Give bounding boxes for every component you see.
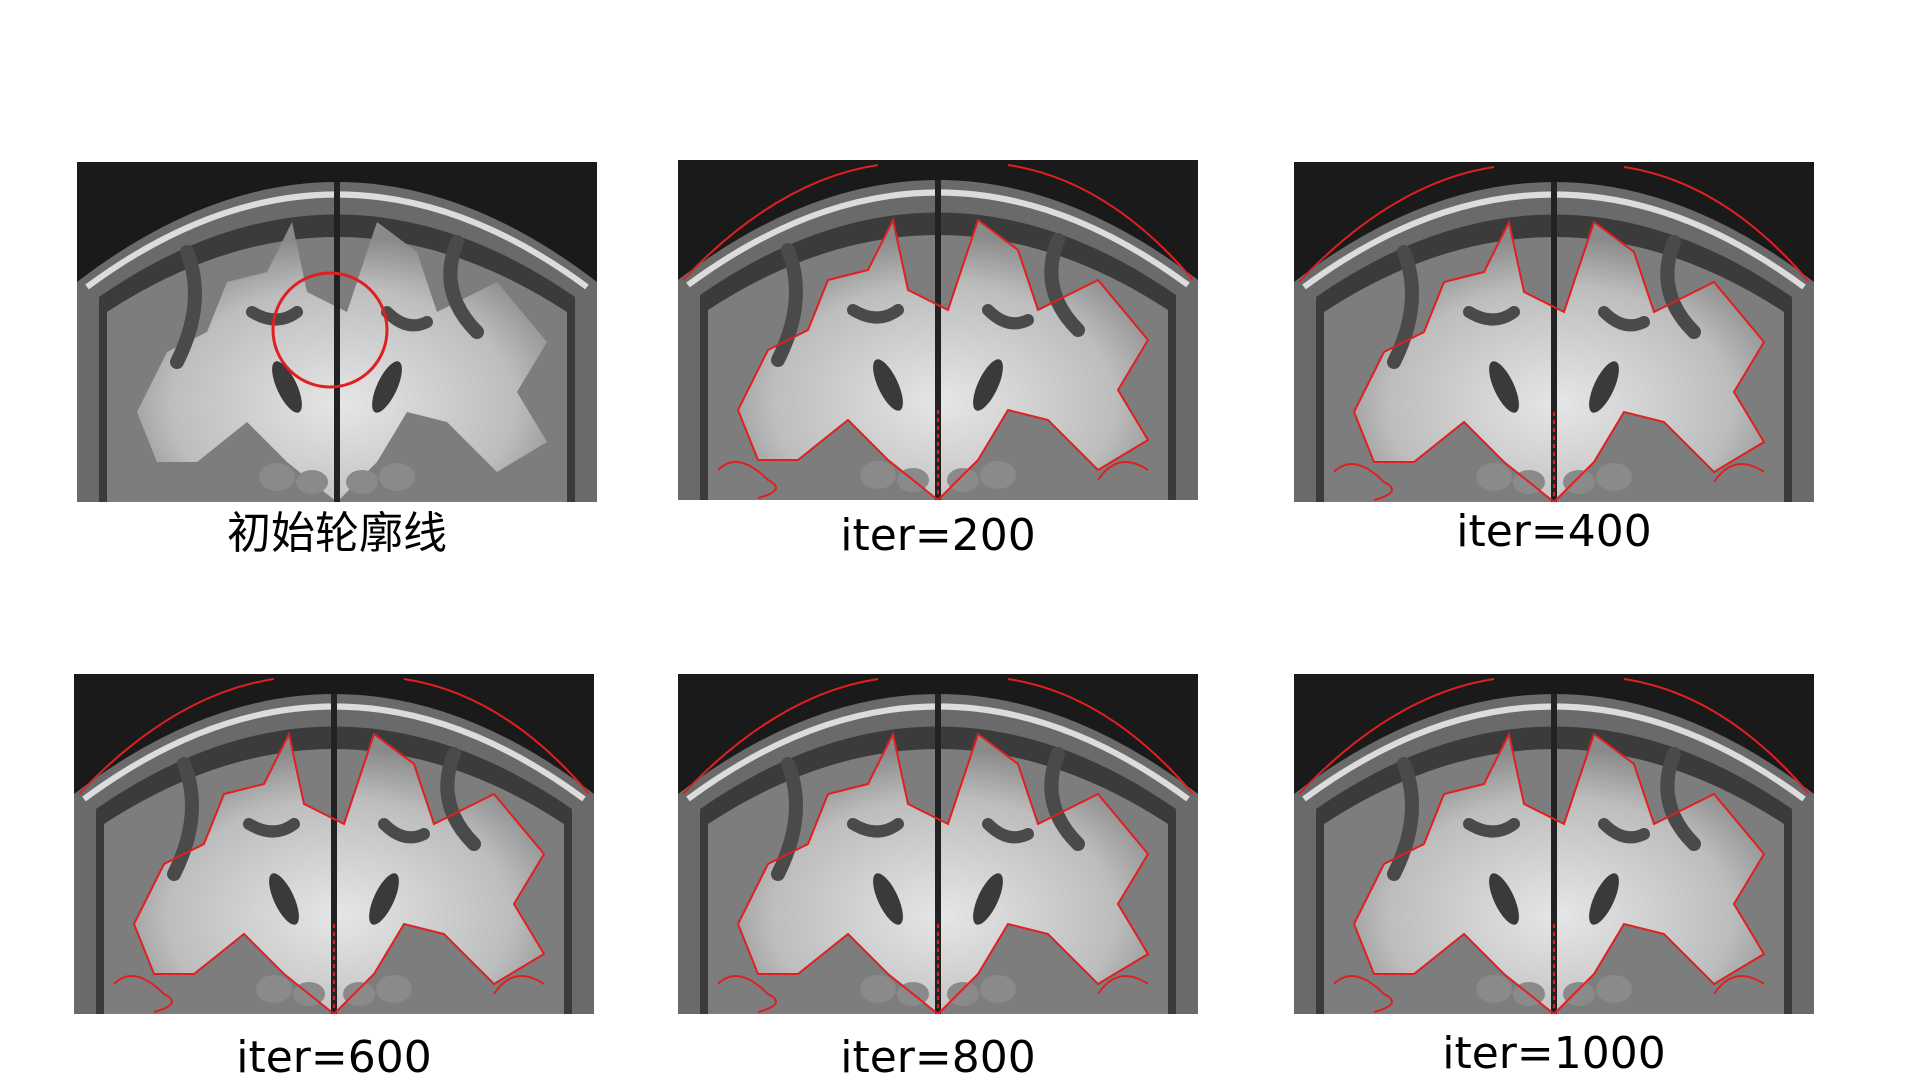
mri-image bbox=[1294, 162, 1814, 502]
mri-image bbox=[678, 160, 1198, 500]
mri-panel-iter-200 bbox=[678, 160, 1198, 500]
panel-caption: iter=600 bbox=[74, 1036, 594, 1080]
mri-image bbox=[678, 674, 1198, 1014]
panel-caption: iter=800 bbox=[678, 1036, 1198, 1080]
panel-caption: iter=400 bbox=[1294, 510, 1814, 554]
mri-image bbox=[1294, 674, 1814, 1014]
mri-image bbox=[74, 674, 594, 1014]
mri-panel-iter-600 bbox=[74, 674, 594, 1014]
mri-panel-initial bbox=[77, 162, 597, 502]
mri-panel-iter-400 bbox=[1294, 162, 1814, 502]
panel-caption: iter=200 bbox=[678, 514, 1198, 558]
mri-panel-iter-800 bbox=[678, 674, 1198, 1014]
mri-image bbox=[77, 162, 597, 502]
mri-panel-iter-1000 bbox=[1294, 674, 1814, 1014]
panel-caption: 初始轮廓线 bbox=[77, 512, 597, 556]
panel-caption: iter=1000 bbox=[1294, 1032, 1814, 1076]
